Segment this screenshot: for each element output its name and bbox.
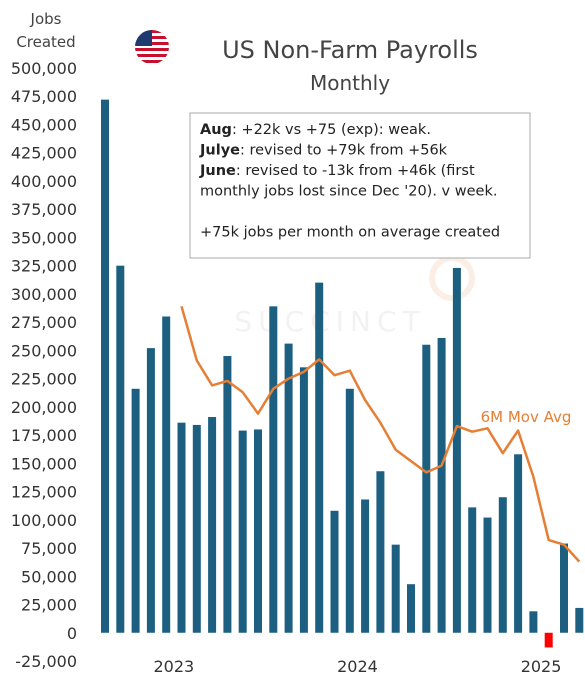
payroll-bar	[498, 497, 507, 633]
annotation-bold: June	[199, 163, 236, 179]
payroll-bar	[422, 344, 431, 633]
y-tick-label: 25,000	[21, 596, 77, 615]
payroll-bar	[192, 424, 201, 633]
payroll-bar	[452, 267, 461, 633]
payroll-bar	[361, 499, 370, 633]
y-axis-ticks: -25,000 0 25,000 50,000 75,000 100,000 125,000…	[11, 59, 77, 671]
y-tick-label: 200,000	[11, 398, 77, 417]
y-tick-label: 175,000	[11, 426, 77, 445]
y-tick-label: 425,000	[11, 144, 77, 163]
watermark: SUCCINCT	[234, 255, 475, 338]
payroll-bar	[315, 282, 324, 633]
y-tick-label: 125,000	[11, 483, 77, 502]
payroll-bar	[116, 265, 125, 633]
payroll-bar	[529, 611, 538, 633]
y-axis-label-line1: Jobs	[30, 10, 62, 28]
annotation-line: monthly jobs lost since Dec '20). v week…	[200, 184, 497, 200]
payroll-bar	[483, 517, 492, 633]
annotation-bold: Julye	[199, 143, 240, 159]
payroll-bar	[269, 306, 278, 633]
annotation-box: Aug: +22k vs +75 (exp): weak.Julye: revi…	[189, 112, 531, 259]
y-tick-label: 0	[67, 624, 77, 643]
y-tick-label: 225,000	[11, 370, 77, 389]
y-tick-label: 325,000	[11, 257, 77, 276]
payroll-bar	[146, 348, 155, 633]
annotation-text: : revised to +79k from +56k	[240, 143, 448, 159]
moving-average-line	[180, 305, 581, 563]
payroll-bar	[101, 99, 109, 633]
y-tick-label: 150,000	[11, 454, 77, 473]
payroll-bar	[162, 316, 171, 633]
payroll-bar	[391, 544, 400, 633]
y-tick-label: 350,000	[11, 228, 77, 247]
payroll-bar	[330, 510, 339, 633]
y-tick-label: 100,000	[11, 511, 77, 530]
y-tick-label: 500,000	[11, 59, 77, 78]
annotation-line: Aug: +22k vs +75 (exp): weak.	[200, 122, 431, 138]
payroll-bar	[177, 422, 186, 633]
watermark-text: SUCCINCT	[234, 305, 425, 338]
payroll-bar	[208, 417, 217, 633]
y-tick-label: 375,000	[11, 200, 77, 219]
y-tick-label: 475,000	[11, 87, 77, 106]
chart-title: US Non-Farm Payrolls	[222, 36, 478, 64]
annotation-line: June: revised to -13k from +46k (first	[199, 163, 475, 179]
y-tick-label: 400,000	[11, 172, 77, 191]
moving-average-path	[180, 305, 581, 563]
payroll-bar	[514, 454, 523, 633]
us-flag-icon	[135, 30, 169, 64]
payroll-bar	[468, 507, 477, 633]
annotation-text: monthly jobs lost since Dec '20). v week…	[200, 184, 497, 200]
payroll-bar	[376, 471, 385, 633]
payroll-bar	[131, 388, 140, 633]
payroll-bar	[560, 543, 568, 633]
x-tick-label: 2023	[153, 657, 194, 676]
x-axis-ticks: 2023 2024 2025	[153, 657, 561, 676]
y-tick-label: 275,000	[11, 313, 77, 332]
y-tick-label: 75,000	[21, 539, 77, 558]
annotation-bold: Aug	[200, 122, 232, 138]
payroll-bar	[254, 429, 262, 633]
chart-subtitle: Monthly	[310, 71, 390, 95]
x-tick-label: 2024	[337, 657, 378, 676]
bar-series	[101, 99, 584, 648]
payroll-bar	[238, 430, 247, 633]
payroll-bar	[345, 388, 354, 633]
annotation-line: +75k jobs per month on average created	[200, 225, 500, 241]
payroll-bar	[544, 632, 553, 648]
x-tick-label: 2025	[521, 657, 562, 676]
y-tick-label: 250,000	[11, 341, 77, 360]
y-tick-label: 50,000	[21, 567, 77, 586]
y-tick-label: -25,000	[15, 652, 77, 671]
annotation-line: Julye: revised to +79k from +56k	[199, 143, 448, 159]
payroll-bar	[299, 367, 308, 633]
y-tick-label: 450,000	[11, 115, 77, 134]
payroll-bar	[223, 356, 232, 633]
payroll-bar	[437, 337, 446, 633]
payroll-bar	[284, 343, 293, 633]
annotation-text: : revised to -13k from +46k (first	[236, 163, 475, 179]
payroll-bar	[407, 584, 415, 633]
y-tick-label: 300,000	[11, 285, 77, 304]
payroll-bar	[575, 607, 584, 633]
y-axis-label-line2: Created	[16, 33, 75, 51]
moving-average-label: 6M Mov Avg	[481, 408, 572, 426]
annotation-text: +75k jobs per month on average created	[200, 225, 500, 241]
annotation-text: : +22k vs +75 (exp): weak.	[232, 122, 431, 138]
